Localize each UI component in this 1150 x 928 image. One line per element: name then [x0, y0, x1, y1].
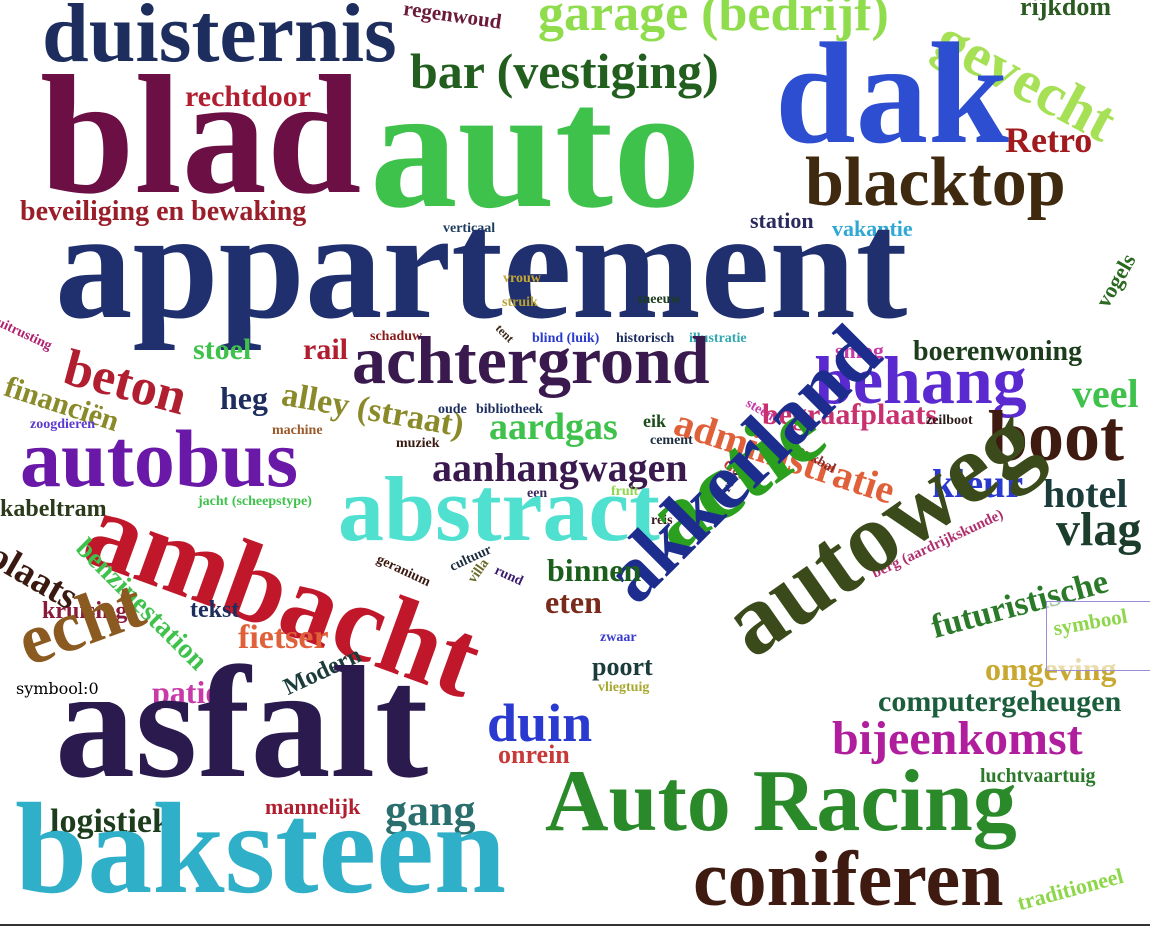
word-cloud-word[interactable]: garage (bedrijf) [538, 0, 889, 42]
word-cloud-word[interactable]: vrouw [503, 271, 541, 286]
word-cloud-word[interactable]: asfalt [55, 633, 429, 811]
word-cloud-word[interactable]: schaduw [370, 329, 423, 344]
bottom-border [0, 924, 1150, 926]
word-cloud-word[interactable]: behang [815, 342, 1027, 418]
word-cloud-word[interactable]: zwaar [600, 630, 637, 645]
word-cloud-word[interactable]: Auto Racing [545, 753, 1017, 850]
word-cloud-word[interactable]: luchtvaartuig [980, 765, 1096, 787]
word-cloud-word[interactable]: appartement [55, 179, 908, 351]
word-cloud-word[interactable]: gang [385, 786, 476, 835]
word-cloud-word[interactable]: coniferen [693, 835, 1004, 922]
word-cloud-word[interactable]: kruising [42, 598, 128, 624]
word-cloud-word[interactable]: achtergrond [352, 322, 710, 398]
word-cloud-word[interactable]: bijeenkomst [832, 712, 1083, 765]
word-cloud-word[interactable]: illustratie [689, 331, 747, 346]
word-cloud-word[interactable]: station [750, 208, 814, 233]
word-cloud-word[interactable]: veel [1072, 371, 1139, 416]
word-cloud-word[interactable]: vliegtuig [598, 680, 650, 695]
word-cloud-word[interactable]: jacht (scheepstype) [198, 494, 312, 509]
word-cloud-word[interactable]: boerenwoning [913, 336, 1083, 367]
word-cloud-word[interactable]: zoogdieren [30, 417, 96, 432]
word-cloud-word[interactable]: duisternis [42, 0, 397, 80]
word-cloud-word[interactable]: boot [988, 396, 1125, 476]
word-cloud-word[interactable]: rail [303, 333, 348, 366]
word-cloud-word[interactable]: sneeuw [637, 292, 681, 307]
word-cloud-word[interactable]: een [527, 486, 548, 501]
word-cloud-word[interactable]: aardgas [489, 406, 618, 448]
word-cloud-word[interactable]: blacktop [805, 144, 1066, 221]
word-cloud-word[interactable]: beveiliging en bewaking [20, 196, 307, 227]
word-cloud-word[interactable]: rechtdoor [185, 80, 312, 113]
word-cloud-word[interactable]: kleur [932, 461, 1024, 506]
word-cloud-word[interactable]: reis [651, 513, 673, 528]
word-cloud-word[interactable]: patio [152, 674, 222, 710]
word-cloud-word[interactable]: muziek [396, 436, 440, 451]
word-cloud-word[interactable]: struik [502, 295, 538, 310]
word-cloud-word[interactable]: begraafplaats [762, 398, 937, 431]
word-cloud-word[interactable]: binnen [547, 552, 642, 588]
word-cloud-word[interactable]: duin [487, 693, 593, 753]
word-cloud-word[interactable]: auto [370, 50, 701, 244]
word-cloud-word[interactable]: machine [272, 423, 323, 438]
word-cloud-word[interactable]: historisch [616, 331, 675, 346]
word-cloud-word[interactable]: aanhangwagen [432, 445, 688, 490]
word-cloud-word[interactable]: hotel [1043, 471, 1128, 516]
word-cloud-word[interactable]: fruit [611, 484, 639, 499]
word-cloud-word[interactable]: blad [40, 41, 362, 229]
word-cloud-word[interactable]: vogels [1090, 249, 1141, 312]
hover-tooltip: symbool:0 [12, 676, 152, 702]
word-cloud-word[interactable]: heg [220, 380, 268, 416]
word-cloud-word[interactable]: blind (luik) [532, 331, 600, 346]
word-cloud-word[interactable]: eik [643, 411, 667, 431]
word-cloud-word[interactable]: tekst [190, 597, 240, 623]
word-cloud-word[interactable]: computergeheugen [878, 685, 1122, 718]
word-cloud-word[interactable]: autobus [20, 413, 299, 504]
word-cloud-word[interactable]: cement [650, 433, 693, 448]
word-cloud-word[interactable]: baksteen [15, 777, 507, 921]
word-cloud-word[interactable]: mannelijk [265, 794, 361, 819]
highlighted-word: symbool [1051, 603, 1130, 641]
word-cloud-word[interactable]: bar (vestiging) [410, 43, 719, 99]
word-cloud-word[interactable]: kabeltram [0, 496, 107, 522]
hover-highlight-box: symbool [1046, 601, 1150, 671]
word-cloud-word[interactable]: traditioneel [1014, 862, 1127, 916]
word-cloud-word[interactable]: poort [592, 652, 653, 681]
word-cloud-word[interactable]: zeilboot [926, 413, 973, 428]
word-cloud-word[interactable]: dak [775, 14, 1009, 174]
word-cloud-word[interactable]: bibliotheek [476, 402, 543, 417]
word-cloud-word[interactable]: eten [545, 584, 602, 620]
word-cloud-word[interactable]: onrein [498, 740, 570, 769]
word-cloud-word[interactable]: verticaal [443, 221, 496, 236]
word-cloud-word[interactable]: rijkdom [1020, 0, 1111, 21]
word-cloud-word[interactable]: fietser [238, 619, 329, 656]
word-cloud-word[interactable]: oude [438, 402, 467, 417]
word-cloud-word[interactable]: smog [835, 338, 884, 363]
word-cloud-word[interactable]: abstract [338, 458, 660, 560]
word-cloud-word[interactable]: vlag [1056, 503, 1142, 556]
word-cloud-word[interactable]: stoel [193, 333, 252, 366]
word-cloud-word[interactable]: logistiek [50, 803, 171, 840]
word-cloud-word[interactable]: vakantie [832, 216, 913, 241]
word-cloud-word[interactable]: rund [492, 563, 526, 590]
word-cloud-word[interactable]: Retro [1005, 120, 1093, 160]
word-cloud-word[interactable]: regenwoud [401, 0, 504, 34]
word-cloud-word[interactable]: uitrusting [0, 315, 55, 354]
